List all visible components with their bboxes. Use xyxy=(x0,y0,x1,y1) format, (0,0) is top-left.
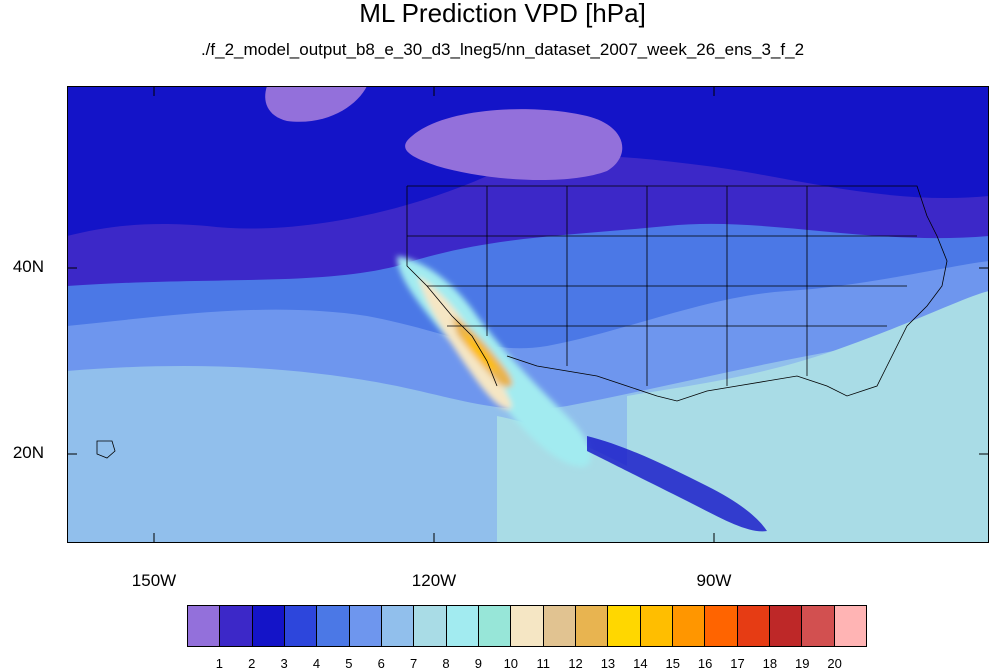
colorbar-box xyxy=(252,606,285,646)
colorbar-label: 3 xyxy=(280,656,288,671)
colorbar-box xyxy=(349,606,382,646)
colorbar-label: 12 xyxy=(568,656,583,671)
field-atlantic xyxy=(627,291,989,543)
colorbar-label: 6 xyxy=(377,656,385,671)
colorbar-label: 2 xyxy=(248,656,256,671)
field-lavender-nw xyxy=(265,86,367,122)
colorbar-label: 15 xyxy=(665,656,680,671)
colorbar-label: 10 xyxy=(503,656,519,671)
colorbar-label: 18 xyxy=(762,656,778,671)
vpd-map xyxy=(67,86,989,543)
map-ticks xyxy=(67,86,989,543)
colorbar-label: 17 xyxy=(730,656,745,671)
lon-label-90w: 90W xyxy=(696,571,732,590)
colorbar-box xyxy=(446,606,479,646)
colorbar-box xyxy=(802,606,835,646)
colorbar-box xyxy=(640,606,673,646)
colorbar-label: 5 xyxy=(345,656,353,671)
colorbar-label: 20 xyxy=(827,656,842,671)
colorbar-box xyxy=(414,606,447,646)
colorbar-box xyxy=(220,606,253,646)
colorbar-label: 16 xyxy=(697,656,713,671)
map-frame xyxy=(67,86,989,543)
page-subtitle: ./f_2_model_output_b8_e_30_d3_lneg5/nn_d… xyxy=(200,40,805,59)
colorbar-label: 14 xyxy=(633,656,648,671)
field-lavender-north xyxy=(405,109,623,181)
colorbar-label: 8 xyxy=(442,656,450,671)
colorbar-labels: 1 2 3 4 5 6 7 8 9 10 11 12 13 14 15 16 17 18 19 20 xyxy=(187,656,867,672)
page-title: ML Prediction VPD [hPa] xyxy=(359,0,646,28)
field-mexico-trough xyxy=(587,436,767,532)
colorbar-box xyxy=(543,606,576,646)
map-canvas xyxy=(67,86,989,543)
colorbar-label: 4 xyxy=(312,656,321,671)
colorbar-box xyxy=(737,606,770,646)
colorbar-box xyxy=(284,606,318,646)
colorbar-box xyxy=(381,606,415,646)
colorbar-label: 1 xyxy=(215,656,223,671)
colorbar-box xyxy=(317,606,350,646)
colorbar-box xyxy=(511,606,544,646)
colorbar-label: 11 xyxy=(536,656,550,671)
colorbar-label: 9 xyxy=(474,656,483,671)
lat-label-40n: 40N xyxy=(12,257,44,276)
colorbar-box xyxy=(672,606,706,646)
lat-label-20n: 20N xyxy=(12,443,44,462)
lon-label-120w: 120W xyxy=(411,571,457,590)
colorbar-box xyxy=(575,606,609,646)
lon-label-150w: 150W xyxy=(131,571,177,590)
colorbar-box xyxy=(478,606,512,646)
colorbar-label: 19 xyxy=(795,656,810,671)
field-plume-core xyxy=(462,331,499,372)
colorbar-box xyxy=(834,606,866,646)
colorbar-box xyxy=(608,606,641,646)
colorbar-box xyxy=(705,606,738,646)
colorbar-label: 13 xyxy=(600,656,616,671)
colorbar xyxy=(187,605,867,647)
colorbar-box xyxy=(769,606,803,646)
colorbar-box xyxy=(188,606,221,646)
map-borders xyxy=(96,185,948,459)
colorbar-label: 7 xyxy=(410,656,418,671)
